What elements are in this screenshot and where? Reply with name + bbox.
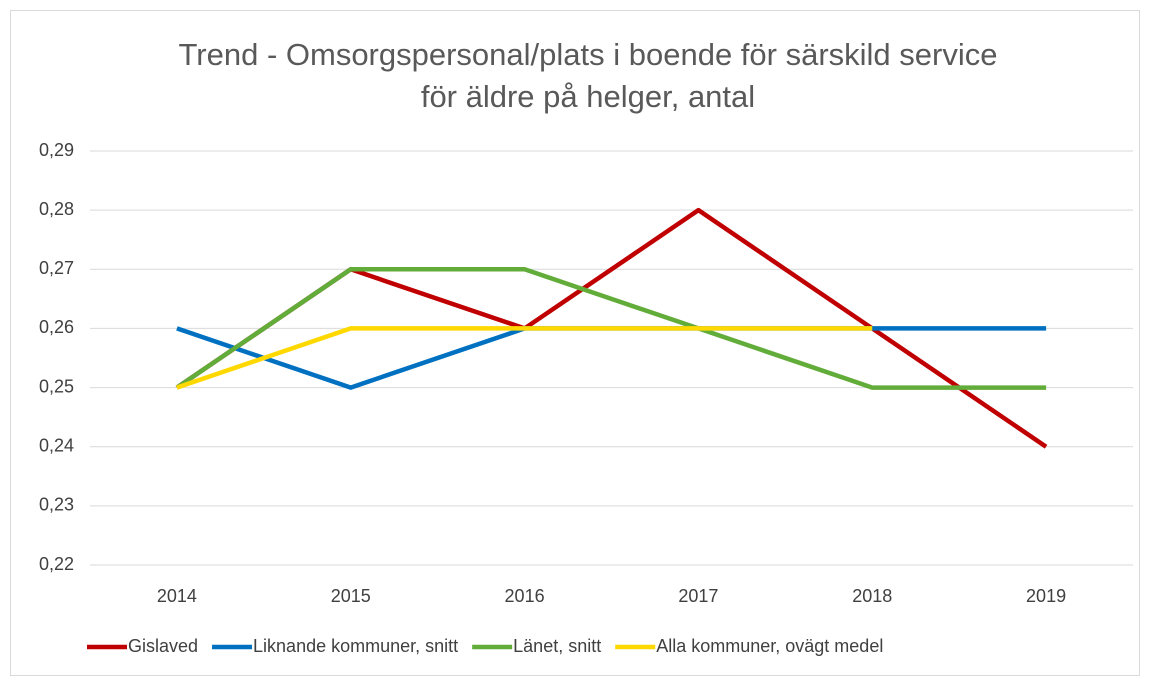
x-tick-label: 2016 xyxy=(505,586,545,606)
title-box: Trend - Omsorgspersonal/plats i boende f… xyxy=(178,37,998,114)
series-line xyxy=(175,267,1047,390)
y-tick-label: 0,22 xyxy=(39,554,74,574)
x-tick-label: 2015 xyxy=(331,586,371,606)
legend-label: Länet, snitt xyxy=(513,636,601,656)
y-tick-label: 0,23 xyxy=(39,495,74,515)
y-tick-label: 0,29 xyxy=(39,140,74,160)
legend-label: Liknande kommuner, snitt xyxy=(253,636,458,656)
y-tick-label: 0,26 xyxy=(39,317,74,337)
chart-title: Trend - Omsorgspersonal/plats i boende f… xyxy=(178,37,998,114)
legend-label: Alla kommuner, ovägt medel xyxy=(656,636,883,656)
series-line xyxy=(176,326,873,390)
x-tick-label: 2014 xyxy=(157,586,197,606)
x-tick-label: 2018 xyxy=(852,586,892,606)
y-tick-label: 0,24 xyxy=(39,435,74,455)
legend-label: Gislaved xyxy=(128,636,198,656)
y-tick-label: 0,27 xyxy=(39,258,74,278)
x-tick-label: 2017 xyxy=(678,586,718,606)
y-tick-label: 0,25 xyxy=(39,376,74,396)
y-tick-label: 0,28 xyxy=(39,199,74,219)
x-tick-label: 2019 xyxy=(1026,586,1066,606)
